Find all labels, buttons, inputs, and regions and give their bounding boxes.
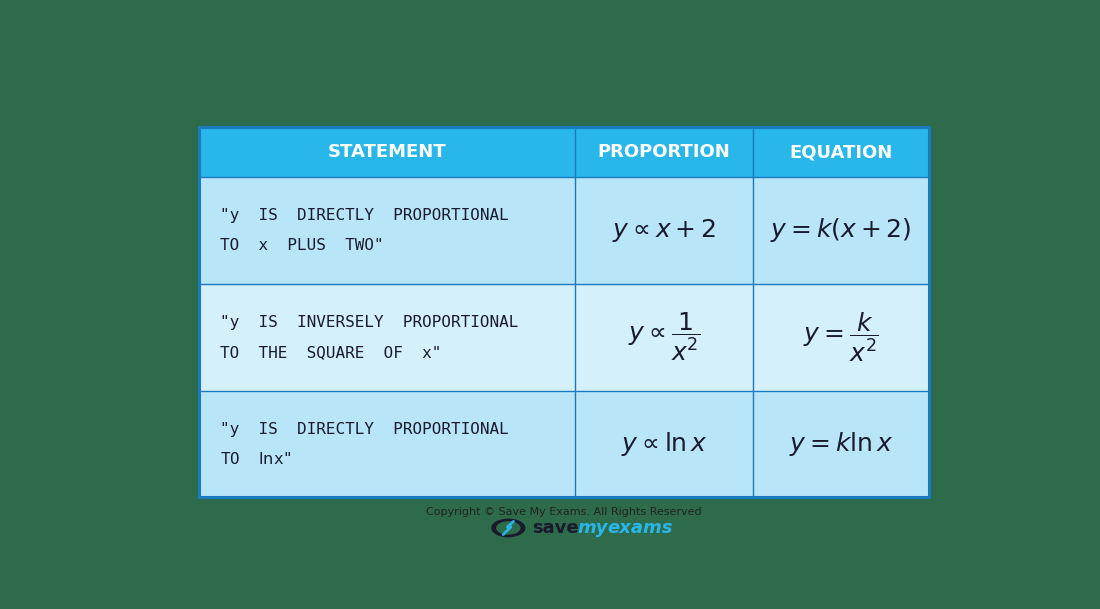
Text: "y  IS  INVERSELY  PROPORTIONAL: "y IS INVERSELY PROPORTIONAL bbox=[220, 315, 518, 329]
Bar bbox=[199, 127, 928, 177]
Text: TO  x  PLUS  TWO": TO x PLUS TWO" bbox=[220, 238, 384, 253]
Text: $y \propto x+2$: $y \propto x+2$ bbox=[612, 217, 716, 244]
Text: "y  IS  DIRECTLY  PROPORTIONAL: "y IS DIRECTLY PROPORTIONAL bbox=[220, 208, 509, 223]
Text: $y=k(x+2)$: $y=k(x+2)$ bbox=[770, 216, 912, 244]
Bar bbox=[199, 127, 928, 498]
Text: my: my bbox=[578, 519, 608, 537]
Text: STATEMENT: STATEMENT bbox=[328, 143, 447, 161]
Text: save: save bbox=[532, 519, 579, 537]
Text: EQUATION: EQUATION bbox=[790, 143, 893, 161]
Text: TO  $\mathrm{ln}$x": TO $\mathrm{ln}$x" bbox=[220, 451, 292, 467]
Text: PROPORTION: PROPORTION bbox=[597, 143, 730, 161]
Circle shape bbox=[492, 518, 526, 537]
Text: Copyright © Save My Exams. All Rights Reserved: Copyright © Save My Exams. All Rights Re… bbox=[426, 507, 702, 516]
Text: $y \propto \dfrac{1}{x^2}$: $y \propto \dfrac{1}{x^2}$ bbox=[628, 311, 701, 364]
Text: "y  IS  DIRECTLY  PROPORTIONAL: "y IS DIRECTLY PROPORTIONAL bbox=[220, 421, 509, 437]
Circle shape bbox=[496, 521, 520, 535]
Text: $y= \dfrac{k}{x^2}$: $y= \dfrac{k}{x^2}$ bbox=[803, 311, 879, 364]
Bar bbox=[199, 284, 928, 390]
Bar bbox=[199, 177, 928, 284]
Text: exams: exams bbox=[607, 519, 673, 537]
Text: $y \propto \ln x$: $y \propto \ln x$ bbox=[620, 430, 707, 458]
Text: $y=k\ln x$: $y=k\ln x$ bbox=[789, 430, 893, 458]
Text: TO  THE  SQUARE  OF  x": TO THE SQUARE OF x" bbox=[220, 345, 441, 360]
Bar bbox=[199, 390, 928, 498]
